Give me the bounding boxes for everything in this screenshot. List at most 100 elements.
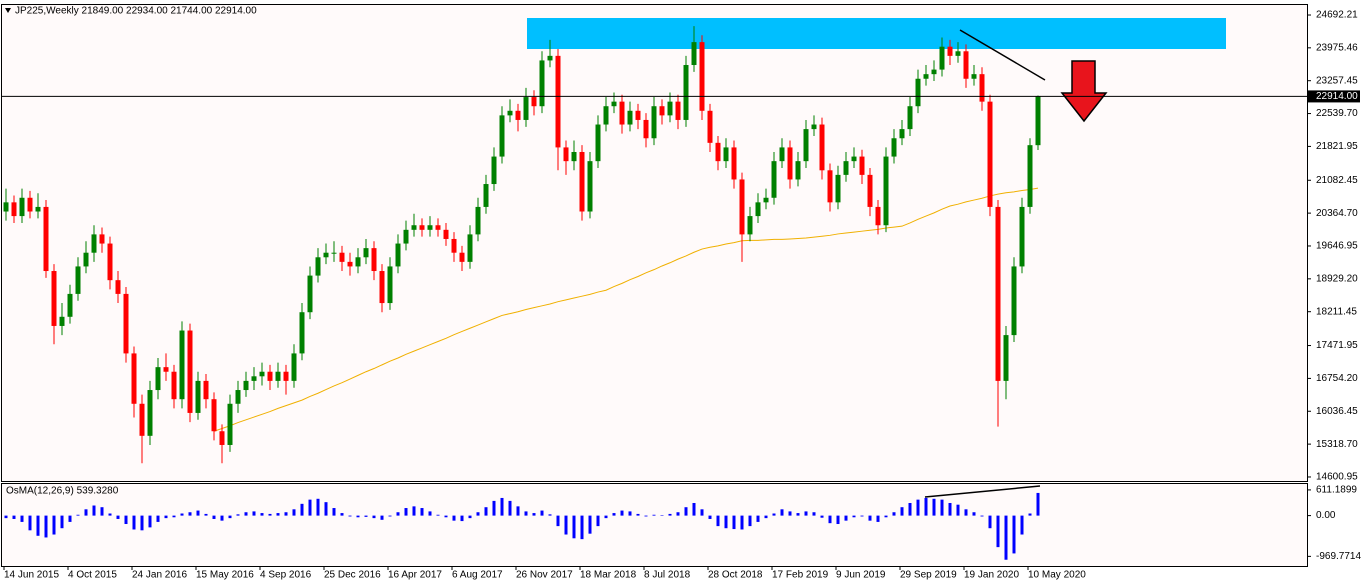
histogram-bar [932,498,936,516]
candle-body [243,380,249,391]
histogram-bar [388,515,392,517]
histogram-bar [428,511,432,516]
candle-body [547,55,553,61]
histogram-bar [508,500,512,516]
histogram-bar [756,515,760,522]
x-tick-label: 14 Jun 2015 [4,570,59,581]
histogram-bar [348,515,352,517]
histogram-bar [140,515,144,531]
histogram-bar [404,508,408,516]
histogram-bar [252,511,256,516]
candle-body [379,271,385,304]
histogram-bar [572,515,576,539]
candle-body [3,202,9,212]
histogram-bar [36,515,40,536]
candle-body [27,197,33,212]
histogram-bar [1028,513,1032,516]
candle-body [955,51,961,56]
histogram-bar [500,497,504,516]
histogram-bar [212,515,216,519]
histogram-bar [116,515,120,519]
candle-body [43,206,49,272]
candle-body [371,248,377,272]
x-tick-label: 10 May 2020 [1028,570,1086,581]
candle-body [627,110,633,125]
candle-body [291,353,297,381]
histogram-bar [60,515,64,529]
candle-body [811,124,817,130]
histogram-bar [276,513,280,516]
histogram-bar [540,510,544,516]
histogram-bar [180,513,184,516]
y-tick-label: 16036.45 [1316,406,1358,417]
histogram-bar [996,515,1000,548]
histogram-bar [588,515,592,534]
histogram-bar [692,502,696,516]
histogram-bar [20,515,24,522]
histogram-bar [940,499,944,516]
candle-body [995,206,1001,381]
candle-body [331,252,337,254]
y-tick-label: 23975.46 [1316,42,1358,53]
histogram-bar [44,515,48,538]
candle-body [91,234,97,253]
candle-body [491,156,497,185]
x-tick-label: 15 May 2016 [196,570,254,581]
y-tick-label: 16754.20 [1316,373,1358,384]
candle-body [387,266,393,304]
histogram-bar [516,506,520,516]
x-tick-label: 26 Nov 2017 [516,570,573,581]
histogram-bar [908,502,912,516]
histogram-bar [820,515,824,518]
candle-body [739,179,745,235]
histogram-bar [188,512,192,516]
candle-body [187,330,193,413]
x-tick-label: 6 Aug 2017 [452,570,503,581]
candle-body [75,266,81,294]
histogram-bar [772,513,776,516]
candle-body [443,229,449,239]
histogram-bar [380,515,384,520]
candle-body [123,293,129,354]
histogram-bar [84,509,88,516]
candle-body [843,161,849,175]
candle-body [619,101,625,125]
candle-body [979,74,985,102]
histogram-bar [340,513,344,516]
histogram-bar [652,514,656,516]
candle-body [787,147,793,180]
candle-body [883,156,889,226]
candle-body [235,390,241,404]
candle-body [867,174,873,207]
histogram-bar [420,508,424,516]
histogram-bar [796,513,800,516]
price-tag [1308,90,1360,103]
histogram-bar [476,512,480,516]
candle-body [147,390,153,436]
x-tick-label: 25 Dec 2016 [324,570,381,581]
candle-body [355,257,361,267]
candle-body [499,115,505,157]
candle-body [691,42,697,66]
candle-body [1011,266,1017,336]
histogram-bar [124,515,128,525]
candle-body [771,161,777,198]
candle-body [507,110,513,116]
x-tick-label: 8 Jul 2018 [644,570,691,581]
candle-body [1019,206,1025,267]
y-tick-label: 18929.20 [1316,273,1358,284]
histogram-bar [204,513,208,516]
histogram-bar [892,512,896,516]
candle-body [819,124,825,171]
candle-body [747,216,753,235]
histogram-bar [740,515,744,530]
candle-body [851,156,857,162]
histogram-bar [412,506,416,516]
candle-body [987,101,993,207]
x-tick-label: 4 Sep 2016 [260,570,312,581]
candle-body [19,197,25,217]
histogram-bar [1004,515,1008,560]
candle-body [483,184,489,207]
candle-body [419,225,425,230]
candle-body [1035,96,1041,146]
